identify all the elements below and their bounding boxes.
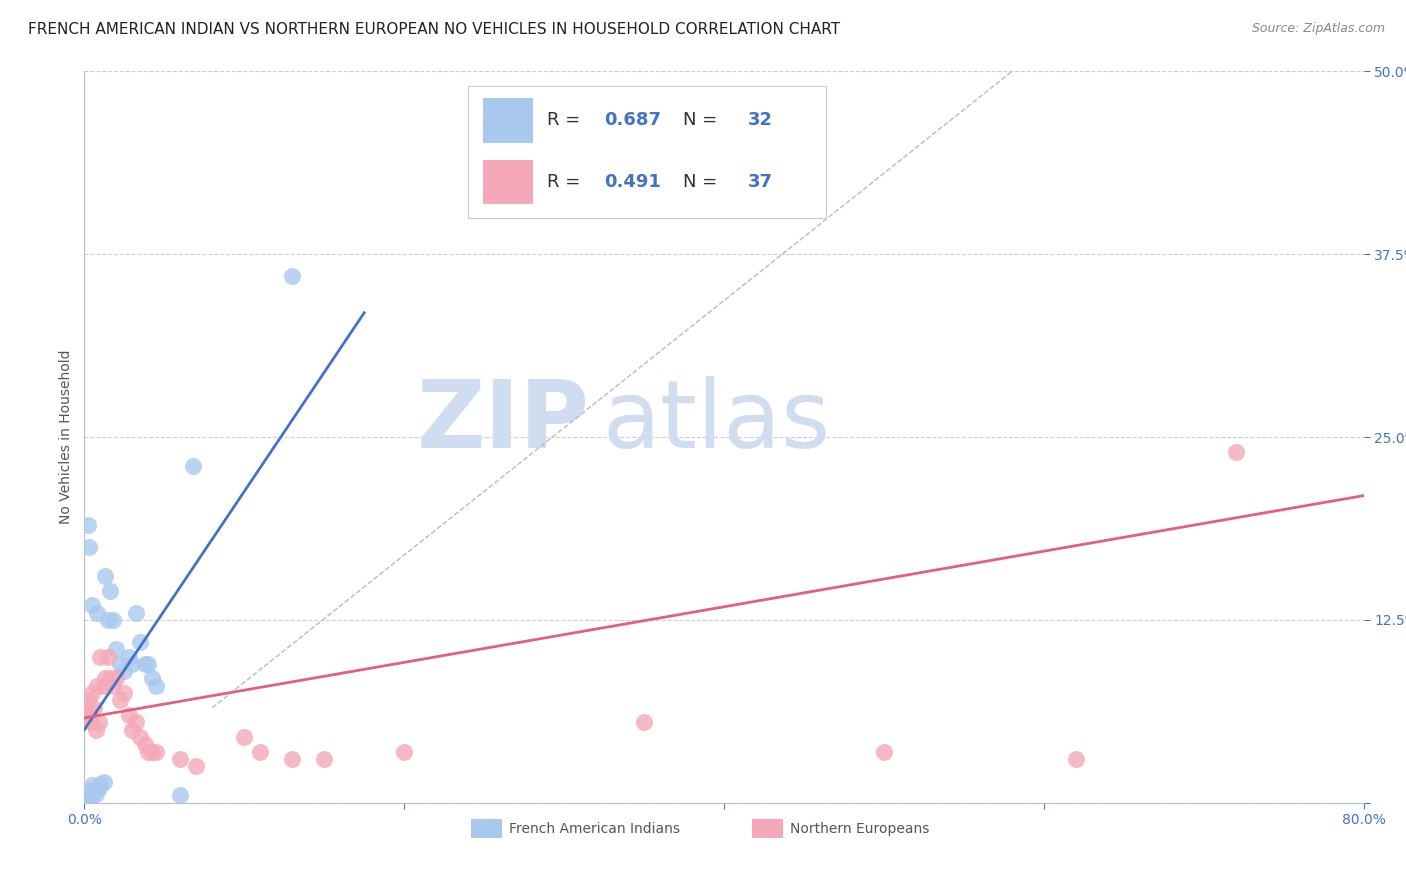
Point [82, 778, 104, 792]
Point [77, 708, 100, 723]
Point [82, 686, 104, 700]
Point [89, 777, 111, 791]
Point [121, 723, 143, 737]
Point [1064, 752, 1087, 766]
Point [83, 700, 105, 714]
Point [87, 715, 110, 730]
Point [138, 657, 160, 671]
Point [76, 693, 98, 707]
Point [124, 606, 146, 620]
Text: ZIP: ZIP [416, 376, 589, 468]
Point [186, 759, 208, 773]
Point [141, 745, 163, 759]
Point [76, 789, 98, 804]
Point [394, 745, 416, 759]
Point [80, 791, 103, 805]
Point [633, 715, 655, 730]
Point [87, 781, 110, 796]
Point [169, 752, 191, 766]
Point [112, 686, 135, 700]
Point [281, 269, 304, 284]
Point [281, 752, 304, 766]
Point [77, 784, 100, 798]
Point [249, 745, 271, 759]
Point [145, 679, 167, 693]
Point [121, 657, 143, 671]
Point [233, 730, 256, 744]
Point [83, 782, 105, 797]
Point [105, 642, 128, 657]
Point [105, 672, 128, 686]
Point [97, 613, 120, 627]
Point [129, 635, 152, 649]
Point [84, 787, 107, 801]
Point [169, 789, 191, 803]
Point [108, 657, 131, 671]
Point [75, 789, 97, 803]
Point [314, 752, 336, 766]
Point [93, 775, 115, 789]
Point [98, 583, 121, 598]
Point [873, 745, 896, 759]
Text: atlas: atlas [603, 376, 831, 468]
Point [181, 459, 204, 474]
Point [1225, 444, 1247, 458]
Text: Source: ZipAtlas.com: Source: ZipAtlas.com [1251, 22, 1385, 36]
Point [124, 715, 146, 730]
Point [80, 715, 103, 730]
Point [98, 672, 121, 686]
Point [89, 649, 111, 664]
Point [145, 745, 167, 759]
Point [94, 569, 117, 583]
Point [97, 649, 120, 664]
Point [86, 679, 108, 693]
Text: FRENCH AMERICAN INDIAN VS NORTHERN EUROPEAN NO VEHICLES IN HOUSEHOLD CORRELATION: FRENCH AMERICAN INDIAN VS NORTHERN EUROP… [28, 22, 841, 37]
Point [84, 723, 107, 737]
Text: Northern Europeans: Northern Europeans [790, 822, 929, 836]
Point [76, 517, 98, 532]
Point [86, 606, 108, 620]
Y-axis label: No Vehicles in Household: No Vehicles in Household [59, 350, 73, 524]
Point [141, 672, 163, 686]
Point [77, 540, 100, 554]
Point [134, 737, 156, 751]
Point [101, 679, 124, 693]
Point [75, 700, 97, 714]
Point [82, 599, 104, 613]
Point [101, 613, 124, 627]
Point [134, 657, 156, 671]
Point [112, 664, 135, 678]
Point [138, 745, 160, 759]
Point [108, 693, 131, 707]
Point [129, 730, 152, 744]
Point [93, 679, 115, 693]
Point [118, 649, 141, 664]
Point [94, 672, 117, 686]
Text: French American Indians: French American Indians [509, 822, 681, 836]
Point [118, 708, 141, 723]
